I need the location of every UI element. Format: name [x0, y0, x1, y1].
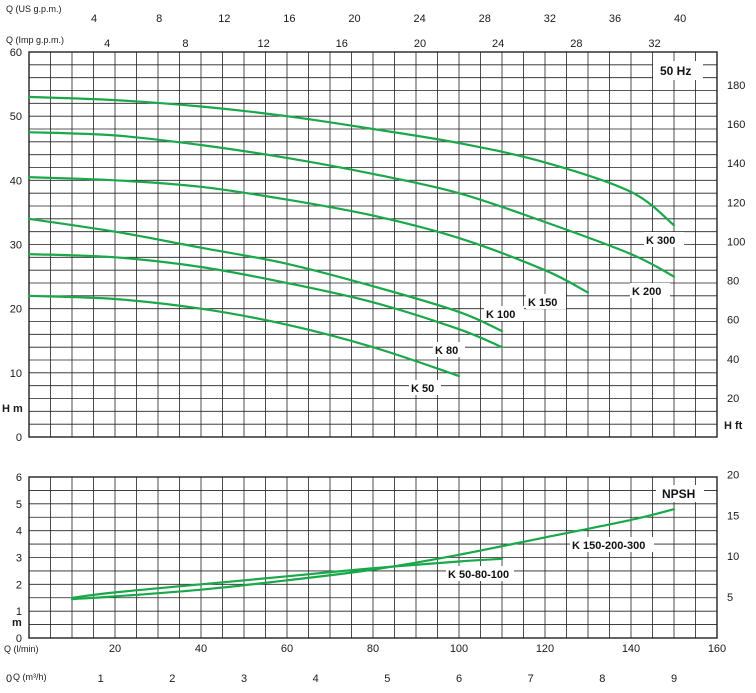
- curve-k-150: [27, 176, 590, 294]
- x-axis-us-gpm-title: Q (US g.p.m.): [6, 4, 62, 14]
- y-right-tick-label: 80: [727, 276, 739, 288]
- x-lmin-tick-label: 100: [450, 643, 468, 655]
- head-chart-frame: [28, 51, 718, 438]
- frequency-badge-box: [653, 61, 703, 80]
- y-right-tick-label: 180: [727, 80, 745, 92]
- x-top-us-tick-label: 20: [348, 13, 360, 25]
- y-tick-label: 6: [16, 472, 22, 484]
- y-right-tick-label: 20: [727, 469, 739, 481]
- x-top-imp-tick-label: 16: [336, 38, 348, 50]
- y-tick-label: 60: [10, 47, 22, 59]
- curve-k-50: [27, 294, 461, 378]
- label-k150: K 150: [528, 297, 557, 309]
- x-axis-m3h-title: Q (m³/h): [13, 672, 47, 682]
- y-right-tick-label: 20: [727, 393, 739, 405]
- curve-k-300: [27, 95, 676, 227]
- y-right-tick-label: 140: [727, 158, 745, 170]
- x-m3h-tick-label: 7: [528, 673, 534, 685]
- y-right-tick-label: 100: [727, 236, 745, 248]
- x-top-us-tick-label: 12: [218, 13, 230, 25]
- x-lmin-tick-label: 140: [622, 643, 640, 655]
- x-axis-imp-gpm-title: Q (Imp g.p.m.): [6, 35, 64, 45]
- y-tick-label: 10: [10, 368, 22, 380]
- x-top-imp-tick-label: 8: [182, 38, 188, 50]
- y-axis-npsh-m-label: m: [12, 617, 22, 629]
- pump-curves: [27, 95, 676, 601]
- x-lmin-tick-label: 80: [367, 643, 379, 655]
- curve-k-50-80-100: [70, 557, 504, 599]
- y-tick-label: 0: [16, 432, 22, 444]
- x-top-us-tick-label: 40: [674, 13, 686, 25]
- y-axis-head-ft-label: H ft: [724, 420, 743, 432]
- y-right-tick-label: 160: [727, 119, 745, 131]
- y-right-tick-label: 60: [727, 315, 739, 327]
- label-k50-80-100: K 50-80-100: [448, 569, 509, 581]
- curve-labels: K 300 K 200 K 150 K 100 K 80 K 50 K 150-…: [409, 232, 684, 581]
- curve-k-150-200-300: [70, 508, 676, 601]
- y-right-tick-label: 10: [727, 551, 739, 563]
- y-right-tick-label: 5: [727, 592, 733, 604]
- npsh-chart-frame: [28, 476, 718, 639]
- npsh-chart-grid: [28, 476, 718, 639]
- x-m3h-tick-label: 2: [169, 673, 175, 685]
- x-m3h-tick-label: 1: [98, 673, 104, 685]
- x-top-us-tick-label: 32: [544, 13, 556, 25]
- x-top-us-tick-label: 36: [609, 13, 621, 25]
- y-tick-label: 50: [10, 111, 22, 123]
- x-m3h-tick-label: 0: [6, 673, 12, 685]
- head-chart-grid: [28, 51, 718, 438]
- x-top-imp-tick-label: 24: [492, 38, 504, 50]
- x-top-imp-tick-label: 12: [257, 38, 269, 50]
- y-tick-label: 3: [16, 553, 22, 565]
- label-k150-200-300: K 150-200-300: [572, 540, 645, 552]
- x-top-imp-tick-label: 20: [414, 38, 426, 50]
- y-right-tick-label: 15: [727, 510, 739, 522]
- x-top-imp-tick-label: 32: [648, 38, 660, 50]
- x-lmin-tick-label: 160: [708, 643, 726, 655]
- y-tick-label: 30: [10, 240, 22, 252]
- curve-k-80: [27, 253, 504, 349]
- y-tick-label: 0: [16, 633, 22, 645]
- x-top-us-tick-label: 24: [414, 13, 426, 25]
- label-k50: K 50: [411, 383, 434, 395]
- label-k200: K 200: [632, 286, 661, 298]
- npsh-badge: NPSH: [662, 487, 695, 501]
- curve-k-200: [27, 131, 676, 278]
- x-lmin-tick-label: 60: [281, 643, 293, 655]
- y-right-tick-label: 120: [727, 197, 745, 209]
- y-tick-label: 4: [16, 526, 22, 538]
- x-top-us-tick-label: 28: [479, 13, 491, 25]
- x-top-us-tick-label: 8: [156, 13, 162, 25]
- x-lmin-tick-label: 20: [109, 643, 121, 655]
- y-tick-label: 5: [16, 499, 22, 511]
- x-m3h-tick-label: 3: [241, 673, 247, 685]
- curve-k-100: [27, 217, 504, 333]
- y-tick-label: 40: [10, 175, 22, 187]
- npsh-badge-box: [656, 485, 704, 502]
- x-m3h-tick-label: 5: [384, 673, 390, 685]
- y-tick-label: 1: [16, 606, 22, 618]
- y-tick-label: 20: [10, 304, 22, 316]
- y-tick-label: 2: [16, 579, 22, 591]
- x-m3h-tick-label: 6: [456, 673, 462, 685]
- x-m3h-tick-label: 8: [599, 673, 605, 685]
- x-m3h-tick-label: 4: [313, 673, 319, 685]
- x-axis-lmin-title: Q (l/min): [4, 644, 39, 654]
- label-k100: K 100: [486, 309, 515, 321]
- y-right-tick-label: 40: [727, 354, 739, 366]
- x-top-imp-tick-label: 4: [104, 38, 110, 50]
- x-top-us-tick-label: 16: [283, 13, 295, 25]
- x-top-imp-tick-label: 28: [570, 38, 582, 50]
- x-top-us-tick-label: 4: [91, 13, 97, 25]
- y-axis-head-m-label: H m: [2, 403, 23, 415]
- x-lmin-tick-label: 40: [195, 643, 207, 655]
- x-lmin-tick-label: 120: [536, 643, 554, 655]
- label-k300: K 300: [646, 235, 675, 247]
- frequency-badge: 50 Hz: [660, 64, 691, 78]
- label-k80: K 80: [435, 345, 458, 357]
- x-m3h-tick-label: 9: [671, 673, 677, 685]
